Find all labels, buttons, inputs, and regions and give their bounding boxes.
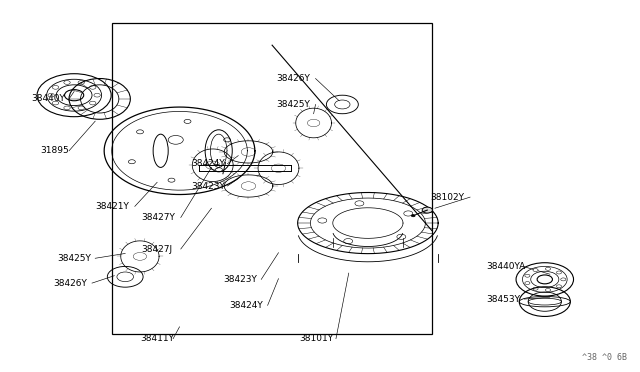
Circle shape bbox=[94, 93, 100, 97]
Circle shape bbox=[545, 289, 550, 291]
Circle shape bbox=[52, 101, 59, 105]
Circle shape bbox=[545, 267, 550, 270]
Circle shape bbox=[561, 278, 566, 281]
Circle shape bbox=[533, 287, 538, 290]
Bar bbox=[113, 23, 432, 334]
Text: 38101Y: 38101Y bbox=[300, 334, 333, 343]
Text: 38102Y: 38102Y bbox=[430, 193, 464, 202]
Text: 38425Y: 38425Y bbox=[57, 254, 91, 263]
Circle shape bbox=[525, 282, 530, 285]
Text: 38425Y: 38425Y bbox=[276, 100, 310, 109]
Text: 38421Y: 38421Y bbox=[95, 202, 129, 211]
Circle shape bbox=[533, 269, 538, 272]
Text: ^38 ^0 6B: ^38 ^0 6B bbox=[582, 353, 627, 362]
Circle shape bbox=[556, 271, 561, 274]
Circle shape bbox=[412, 215, 415, 217]
Circle shape bbox=[422, 207, 433, 213]
Text: 38424Y: 38424Y bbox=[229, 301, 263, 310]
Text: 38424Y: 38424Y bbox=[191, 159, 225, 168]
Text: 38426Y: 38426Y bbox=[276, 74, 310, 83]
Circle shape bbox=[78, 106, 84, 110]
Circle shape bbox=[525, 274, 530, 277]
Circle shape bbox=[90, 101, 96, 105]
Circle shape bbox=[78, 81, 84, 84]
Text: 38411Y: 38411Y bbox=[140, 334, 174, 343]
Circle shape bbox=[64, 106, 70, 110]
Circle shape bbox=[48, 93, 54, 97]
Text: 38453Y: 38453Y bbox=[486, 295, 520, 304]
Text: 38426Y: 38426Y bbox=[53, 279, 87, 288]
Text: 38427J: 38427J bbox=[141, 244, 172, 253]
Text: 38440YA: 38440YA bbox=[486, 262, 525, 271]
Circle shape bbox=[556, 285, 561, 288]
Text: 31895: 31895 bbox=[40, 146, 69, 155]
Circle shape bbox=[52, 86, 59, 89]
Text: 38440Y: 38440Y bbox=[31, 94, 65, 103]
Text: 38427Y: 38427Y bbox=[141, 213, 175, 222]
Text: 38423Y: 38423Y bbox=[191, 182, 225, 190]
Circle shape bbox=[64, 81, 70, 84]
Text: 38423Y: 38423Y bbox=[223, 275, 257, 284]
Circle shape bbox=[90, 86, 96, 89]
